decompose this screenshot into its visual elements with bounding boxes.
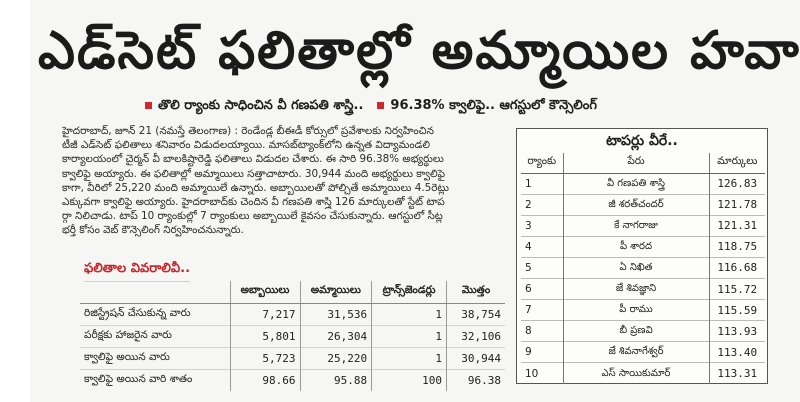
table-row: క్వాలిఫై అయిన వారు 5,723 25,220 1 30,944 <box>80 346 505 369</box>
name-cell: బీ ప్రణవి <box>562 320 709 342</box>
rank-cell: 6 <box>521 277 563 300</box>
rank-cell: 1 <box>521 172 563 195</box>
column-header: పేరు <box>562 153 709 174</box>
girls-cell: 31,536 <box>299 302 372 325</box>
marks-cell: 115.72 <box>708 277 765 300</box>
name-cell: జీ శరత్‌చందర్ <box>562 193 709 216</box>
body-line: భర్తీ కోసం వెబ్ కౌన్సెలింగ్ నిర్వహించనున… <box>62 224 244 237</box>
rank-cell: 4 <box>521 235 563 258</box>
table-row: 8 బీ ప్రణవి 113.93 <box>521 320 765 342</box>
total-cell: 32,106 <box>446 324 505 347</box>
name-cell: కే నాగరాజు <box>562 214 709 237</box>
marks-cell: 118.75 <box>708 235 765 258</box>
details-title: ఫలితాల వివరాలివీ.. <box>84 261 191 282</box>
marks-cell: 113.40 <box>708 341 765 363</box>
marks-cell: 116.68 <box>708 256 765 279</box>
body-line: కాగా, వీరిలో 25,220 మంది అమ్మాయిలే ఉన్నా… <box>62 181 450 194</box>
body-line: కార్యాలయంలో చైర్మన్ వీ బాలకిష్టారెడ్డి ఫ… <box>62 153 444 166</box>
body-line: టీజీ ఎడ్‌సెట్ ఫలితాలు శనివారం విడుదలయ్యా… <box>62 139 430 152</box>
boys-cell: 5,801 <box>229 324 301 347</box>
toppers-title: టాపర్లు వీరే.. <box>606 133 678 149</box>
toppers-table: ర్యాంకు పేరు మార్కులు 1 వీ గణపతి శాస్త్రి… <box>521 153 765 384</box>
table-row: 2 జీ శరత్‌చందర్ 121.78 <box>521 193 765 216</box>
table-row: 10 ఎస్ సాయికుమార్ 113.31 <box>521 362 765 384</box>
body-line: ఎక్కువగా క్వాలిఫై అయ్యారు. హైదరాబాద్‌కు … <box>62 196 445 209</box>
name-cell: ఏ నిఖిత <box>562 256 709 279</box>
red-bullet-icon <box>145 101 152 109</box>
boys-cell: 98.66 <box>229 368 301 391</box>
total-cell: 96.38 <box>446 368 505 391</box>
trans-cell: 100 <box>371 368 447 391</box>
table-header-row: అబ్బాయిలు అమ్మాయిలు ట్రాన్స్‌జెండర్లు మొ… <box>80 281 505 304</box>
table-row: రిజిస్ట్రేషన్ చేసుకున్న వారు 7,217 31,53… <box>80 302 505 325</box>
marks-cell: 115.59 <box>708 299 765 321</box>
table-row: క్వాలిఫై అయిన వారి శాతం 98.66 95.88 100 … <box>80 368 505 391</box>
subhead-right: 96.38% క్వాలిఫై.. ఆగస్టులో కౌన్సెలింగ్ <box>390 98 597 113</box>
row-label: క్వాలిఫై అయిన వారి శాతం <box>80 368 230 391</box>
table-row: 1 వీ గణపతి శాస్త్రి 126.83 <box>521 172 765 195</box>
girls-cell: 95.88 <box>299 368 372 391</box>
table-row: 3 కే నాగరాజు 121.31 <box>521 214 765 237</box>
marks-cell: 113.31 <box>708 362 765 384</box>
table-row: 4 పీ శారద 118.75 <box>521 235 765 258</box>
rank-cell: 2 <box>521 193 563 216</box>
subhead-left: తొలి ర్యాంకు సాధించిన వీ గణపతి శాస్త్రి.… <box>158 98 364 113</box>
name-cell: పీ రాము <box>562 299 709 321</box>
headline: ఎడ్‌సెట్ ఫలితాల్లో అమ్మాయిల హవా <box>38 21 800 81</box>
rank-cell: 10 <box>521 362 563 384</box>
column-header: ట్రాన్స్‌జెండర్లు <box>371 281 447 304</box>
column-header: అమ్మాయిలు <box>299 281 372 304</box>
row-label: క్వాలిఫై అయిన వారు <box>80 346 230 369</box>
results-details-table: అబ్బాయిలు అమ్మాయిలు ట్రాన్స్‌జెండర్లు మొ… <box>80 281 505 391</box>
body-line: ర్గా నిలిచాడు. టాప్ 10 ర్యాంకుల్లో 7 ర్య… <box>62 210 443 223</box>
marks-cell: 126.83 <box>708 172 765 195</box>
marks-cell: 113.93 <box>708 320 765 342</box>
boys-cell: 5,723 <box>229 346 301 369</box>
table-row: 7 పీ రాము 115.59 <box>521 299 765 321</box>
column-header: అబ్బాయిలు <box>229 281 301 304</box>
table-header-row: ర్యాంకు పేరు మార్కులు <box>521 153 765 174</box>
marks-cell: 121.78 <box>708 193 765 216</box>
name-cell: జే శివనాగేశ్వర్ <box>562 341 709 363</box>
total-cell: 30,944 <box>446 346 505 369</box>
girls-cell: 25,220 <box>299 346 372 369</box>
name-cell: జే శివజ్ఞాని <box>562 277 709 300</box>
column-header: ర్యాంకు <box>521 153 563 174</box>
row-label: పరీక్షకు హాజరైన వారు <box>80 324 230 347</box>
girls-cell: 26,304 <box>299 324 372 347</box>
table-row: పరీక్షకు హాజరైన వారు 5,801 26,304 1 32,1… <box>80 324 505 347</box>
rank-cell: 5 <box>521 256 563 279</box>
rank-cell: 8 <box>521 320 563 342</box>
table-row: 6 జే శివజ్ఞాని 115.72 <box>521 277 765 300</box>
toppers-box: టాపర్లు వీరే.. ర్యాంకు పేరు మార్కులు 1 వీ… <box>516 128 768 384</box>
column-header <box>80 281 230 304</box>
total-cell: 38,754 <box>446 302 505 325</box>
marks-cell: 121.31 <box>708 214 765 237</box>
body-line: క్వాలిఫై అయ్యారు. ఈ ఫలితాల్లో అమ్మాయిలు … <box>62 167 446 180</box>
article-body: హైదరాబాద్, జూన్ 21 (నమస్తే తెలంగాణ) : రె… <box>62 124 510 238</box>
row-label: రిజిస్ట్రేషన్ చేసుకున్న వారు <box>80 302 230 325</box>
name-cell: పీ శారద <box>562 235 709 258</box>
trans-cell: 1 <box>371 302 447 325</box>
rank-cell: 7 <box>521 299 563 321</box>
column-header: మార్కులు <box>708 153 765 174</box>
boys-cell: 7,217 <box>229 302 301 325</box>
name-cell: ఎస్ సాయికుమార్ <box>562 362 709 384</box>
red-bullet-icon <box>377 101 385 109</box>
table-row: 9 జే శివనాగేశ్వర్ 113.40 <box>521 341 765 363</box>
body-line: హైదరాబాద్, జూన్ 21 (నమస్తే తెలంగాణ) : రె… <box>62 125 434 137</box>
rank-cell: 9 <box>521 341 563 363</box>
subheadline: తొలి ర్యాంకు సాధించిన వీ గణపతి శాస్త్రి.… <box>145 95 597 117</box>
rank-cell: 3 <box>521 214 563 237</box>
trans-cell: 1 <box>371 346 447 369</box>
trans-cell: 1 <box>371 324 447 347</box>
name-cell: వీ గణపతి శాస్త్రి <box>562 172 709 195</box>
column-header: మొత్తం <box>446 281 505 304</box>
